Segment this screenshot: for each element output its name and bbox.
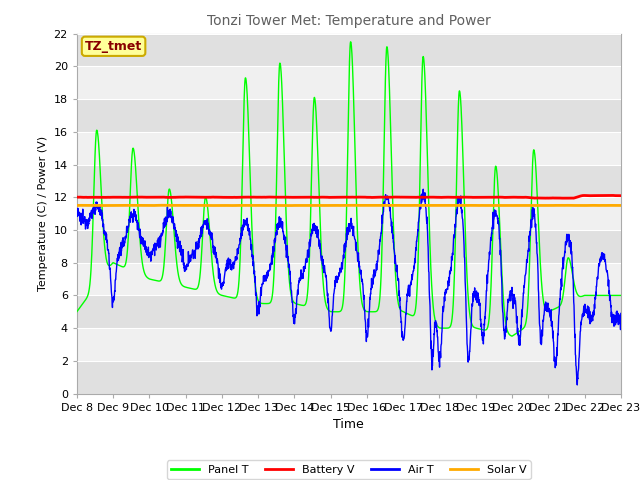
Bar <box>77 328 621 361</box>
Bar <box>77 165 621 197</box>
Bar <box>77 34 621 66</box>
Bar <box>77 230 621 263</box>
Bar <box>77 197 621 230</box>
Bar <box>77 66 621 99</box>
Bar <box>77 99 621 132</box>
Title: Tonzi Tower Met: Temperature and Power: Tonzi Tower Met: Temperature and Power <box>207 14 491 28</box>
Bar <box>77 361 621 394</box>
X-axis label: Time: Time <box>333 418 364 431</box>
Y-axis label: Temperature (C) / Power (V): Temperature (C) / Power (V) <box>38 136 48 291</box>
Bar <box>77 263 621 295</box>
Bar <box>77 295 621 328</box>
Text: TZ_tmet: TZ_tmet <box>85 40 142 53</box>
Bar <box>77 132 621 165</box>
Legend: Panel T, Battery V, Air T, Solar V: Panel T, Battery V, Air T, Solar V <box>167 460 531 479</box>
